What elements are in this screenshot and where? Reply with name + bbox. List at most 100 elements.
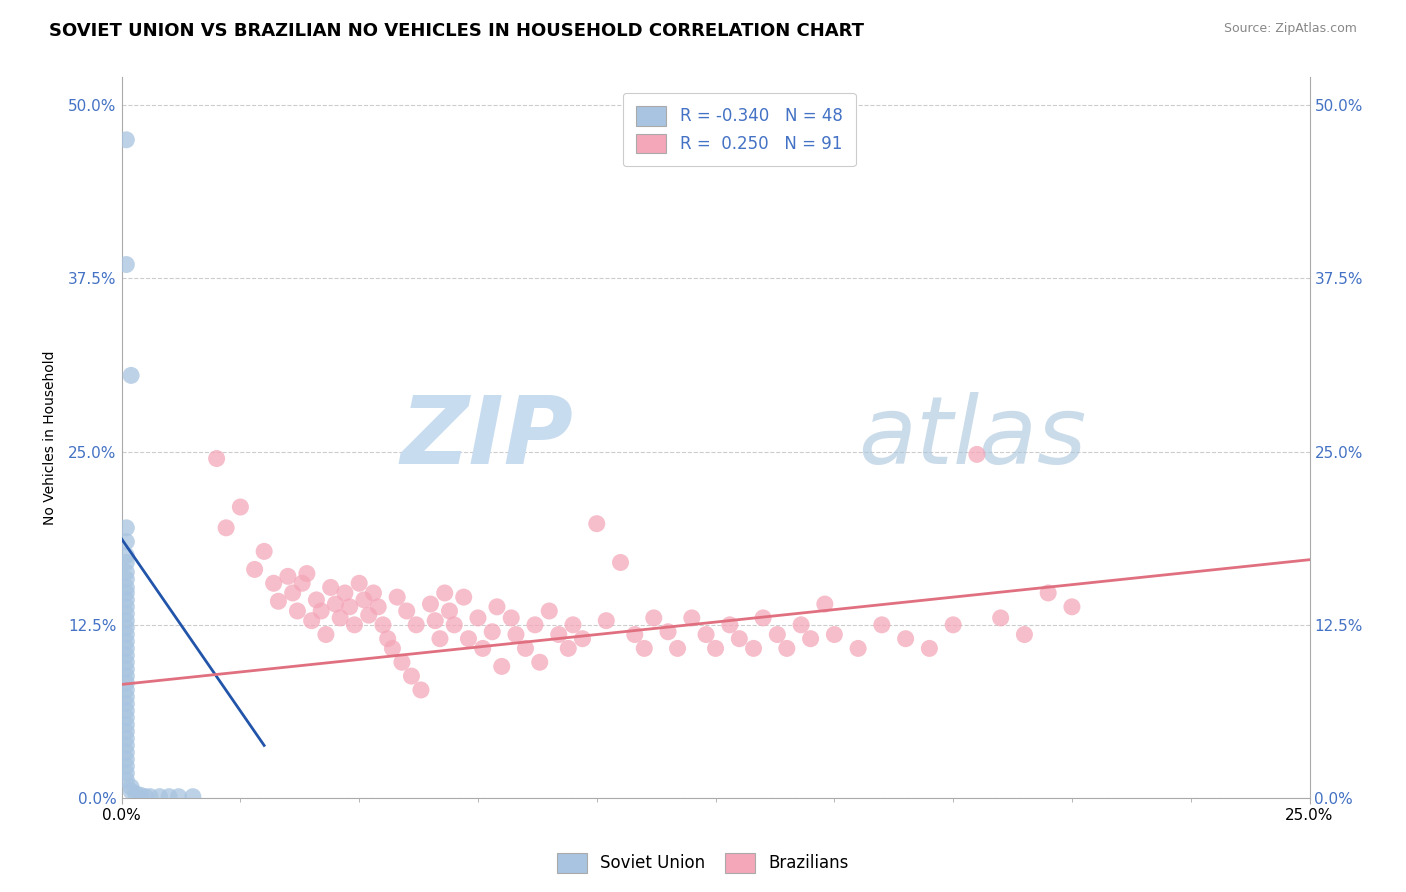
Text: SOVIET UNION VS BRAZILIAN NO VEHICLES IN HOUSEHOLD CORRELATION CHART: SOVIET UNION VS BRAZILIAN NO VEHICLES IN… xyxy=(49,22,865,40)
Point xyxy=(846,641,869,656)
Point xyxy=(115,697,138,711)
Point xyxy=(115,766,138,780)
Point xyxy=(339,599,361,614)
Text: atlas: atlas xyxy=(858,392,1087,483)
Point xyxy=(115,607,138,621)
Point xyxy=(115,534,138,549)
Point xyxy=(115,599,138,614)
Point xyxy=(419,597,441,611)
Point xyxy=(609,556,631,570)
Point xyxy=(657,624,679,639)
Y-axis label: No Vehicles in Household: No Vehicles in Household xyxy=(44,351,58,525)
Point xyxy=(453,590,475,604)
Point xyxy=(277,569,299,583)
Point xyxy=(643,611,665,625)
Point xyxy=(115,669,138,683)
Point xyxy=(205,451,228,466)
Point xyxy=(291,576,314,591)
Point xyxy=(529,655,551,669)
Point xyxy=(752,611,775,625)
Point xyxy=(325,597,347,611)
Point xyxy=(115,627,138,641)
Point xyxy=(125,787,148,801)
Point xyxy=(538,604,561,618)
Point xyxy=(115,662,138,676)
Point xyxy=(429,632,451,646)
Text: Source: ZipAtlas.com: Source: ZipAtlas.com xyxy=(1223,22,1357,36)
Point xyxy=(115,739,138,753)
Point xyxy=(120,368,142,383)
Legend: Soviet Union, Brazilians: Soviet Union, Brazilians xyxy=(550,847,856,880)
Point xyxy=(319,581,342,595)
Point xyxy=(515,641,537,656)
Point xyxy=(263,576,285,591)
Point xyxy=(149,789,172,804)
Point xyxy=(595,614,617,628)
Point xyxy=(1060,599,1083,614)
Point xyxy=(790,617,813,632)
Point xyxy=(333,586,356,600)
Point xyxy=(728,632,751,646)
Point xyxy=(309,604,332,618)
Point xyxy=(120,780,142,794)
Point xyxy=(695,627,717,641)
Point xyxy=(776,641,799,656)
Point xyxy=(501,611,523,625)
Point xyxy=(115,133,138,147)
Point xyxy=(547,627,569,641)
Point xyxy=(571,632,593,646)
Point xyxy=(115,759,138,773)
Point xyxy=(823,627,845,641)
Point xyxy=(557,641,579,656)
Point xyxy=(120,784,142,798)
Point xyxy=(115,593,138,607)
Point xyxy=(115,549,138,563)
Point xyxy=(115,683,138,698)
Point xyxy=(115,690,138,704)
Point xyxy=(253,544,276,558)
Point xyxy=(115,258,138,272)
Point xyxy=(301,614,323,628)
Point xyxy=(157,789,180,804)
Point xyxy=(115,752,138,766)
Legend: R = -0.340   N = 48, R =  0.250   N = 91: R = -0.340 N = 48, R = 0.250 N = 91 xyxy=(623,93,856,167)
Point xyxy=(115,717,138,731)
Point xyxy=(966,447,988,461)
Point xyxy=(990,611,1012,625)
Point xyxy=(115,572,138,586)
Point xyxy=(633,641,655,656)
Point xyxy=(481,624,503,639)
Point xyxy=(343,617,366,632)
Point xyxy=(471,641,494,656)
Point xyxy=(1038,586,1060,600)
Point xyxy=(491,659,513,673)
Point xyxy=(115,641,138,656)
Point xyxy=(814,597,837,611)
Point xyxy=(353,593,375,607)
Point xyxy=(115,556,138,570)
Point xyxy=(115,586,138,600)
Point xyxy=(742,641,765,656)
Point xyxy=(139,789,162,804)
Point xyxy=(115,648,138,663)
Point xyxy=(287,604,309,618)
Point xyxy=(385,590,408,604)
Point xyxy=(115,745,138,759)
Point xyxy=(181,789,204,804)
Point xyxy=(129,789,152,803)
Point xyxy=(115,621,138,635)
Point xyxy=(115,731,138,746)
Point xyxy=(377,632,399,646)
Point xyxy=(115,634,138,648)
Point xyxy=(524,617,547,632)
Point xyxy=(267,594,290,608)
Point xyxy=(401,669,423,683)
Point xyxy=(115,581,138,595)
Point xyxy=(357,608,380,623)
Point xyxy=(134,789,156,804)
Point xyxy=(800,632,823,646)
Point xyxy=(433,586,456,600)
Point xyxy=(467,611,489,625)
Point xyxy=(1014,627,1036,641)
Point xyxy=(485,599,508,614)
